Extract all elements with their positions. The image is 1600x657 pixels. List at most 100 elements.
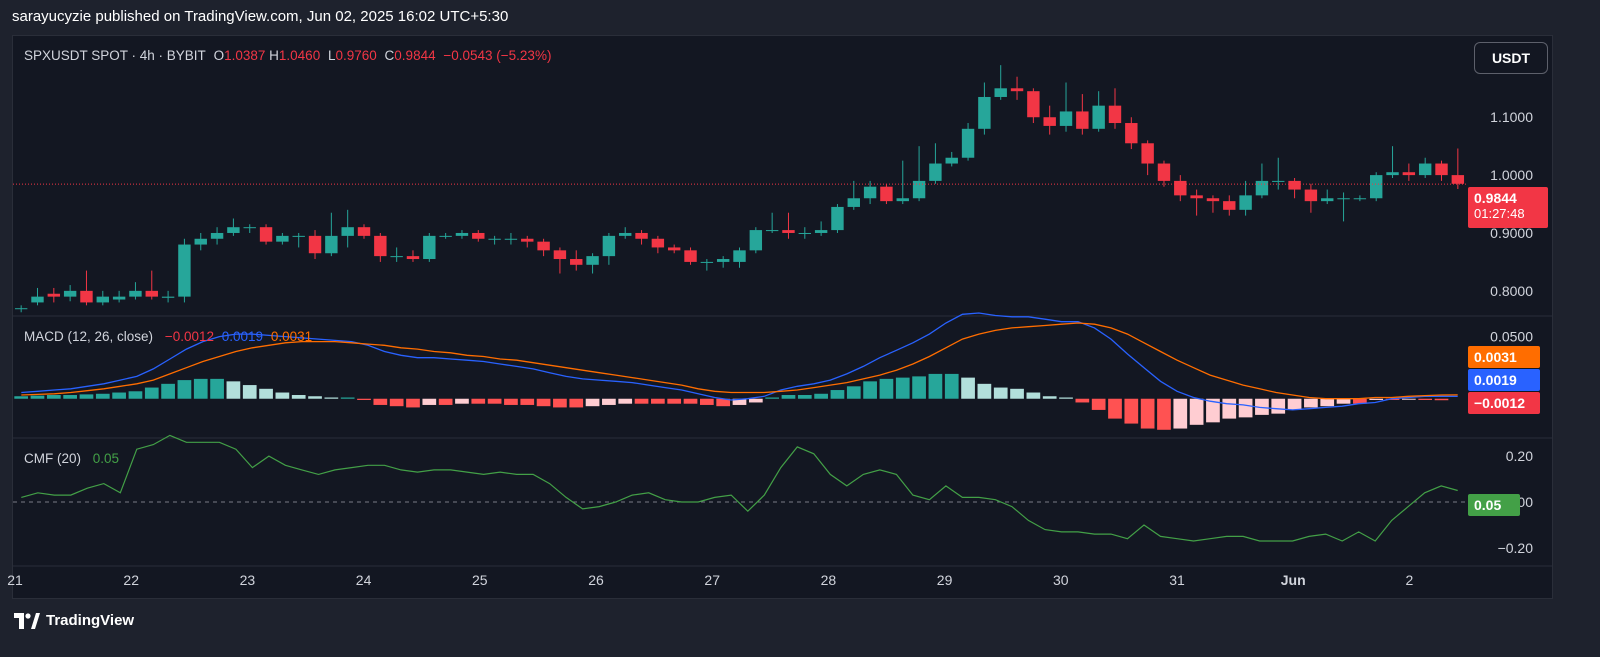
price-axis-tick: 1.1000	[1490, 109, 1533, 125]
candle-body	[31, 296, 44, 303]
candle-body	[194, 238, 207, 245]
macd-histogram-bar	[210, 378, 224, 399]
candle-body	[243, 227, 256, 229]
candle-body	[1108, 105, 1122, 124]
cmf-tag: 0.05	[1468, 494, 1520, 516]
macd-histogram-bar	[1173, 398, 1188, 429]
time-axis-label: 26	[588, 572, 604, 588]
macd-histogram-bar	[128, 391, 143, 399]
currency-button[interactable]: USDT	[1474, 42, 1548, 74]
time-axis-label: 25	[472, 572, 488, 588]
macd-histogram-bar	[585, 398, 600, 407]
candle-body	[945, 157, 958, 164]
macd-histogram-bar	[1369, 398, 1384, 400]
macd-histogram-bar	[1124, 398, 1139, 424]
price-axis-tick: 0.8000	[1490, 283, 1533, 299]
candle-body	[521, 238, 534, 242]
macd-histogram-bar	[1026, 392, 1041, 399]
macd-signal-value: 0.0031	[270, 329, 313, 344]
candle-body	[1386, 172, 1399, 176]
macd-signal-line	[21, 322, 1458, 400]
candle-body	[1402, 172, 1416, 176]
candle-body	[537, 241, 550, 251]
macd-histogram-bar	[193, 378, 208, 399]
macd-histogram-bar	[863, 381, 877, 399]
macd-histogram-bar	[993, 387, 1008, 399]
candle-body	[96, 296, 109, 303]
candle-body	[161, 296, 175, 298]
macd-histogram-bar	[259, 388, 273, 399]
candle-body	[700, 261, 714, 263]
macd-line-value: 0.0019	[221, 329, 264, 344]
high-label: H	[269, 48, 279, 63]
candle-body	[1092, 105, 1105, 129]
candle-body	[912, 180, 926, 199]
candle-body	[63, 290, 77, 297]
macd-histogram-bar	[1304, 398, 1318, 408]
time-axis-label: 31	[1169, 572, 1185, 588]
candle-body	[716, 259, 730, 262]
macd-histogram-bar	[569, 398, 584, 408]
macd-histogram-bar	[536, 398, 551, 407]
time-axis-label: 30	[1053, 572, 1069, 588]
cmf-name[interactable]: CMF (20)	[24, 451, 81, 466]
macd-histogram-bar	[79, 394, 94, 399]
time-axis-label: 23	[240, 572, 256, 588]
macd-histogram-bar	[30, 395, 45, 399]
publisher-line: sarayucyzie published on TradingView.com…	[12, 8, 509, 25]
candle-body	[1255, 180, 1269, 196]
last-price-value: 0.9844	[1474, 190, 1517, 206]
macd-histogram-bar	[732, 398, 747, 405]
candle-body	[80, 290, 93, 303]
candle-body	[602, 235, 616, 257]
candle-body	[553, 250, 567, 260]
candle-body	[684, 250, 697, 262]
candle-body	[1239, 195, 1252, 210]
macd-histogram-bar	[455, 398, 469, 404]
candle-countdown: 01:27:48	[1474, 206, 1525, 221]
time-axis-label: 22	[123, 572, 139, 588]
macd-histogram-bar	[977, 383, 992, 399]
candle-body	[1337, 198, 1350, 200]
candle-body	[880, 186, 893, 202]
candle-body	[341, 227, 354, 236]
macd-histogram-bar	[520, 398, 535, 405]
candle-body	[1451, 175, 1465, 184]
macd-histogram-bar	[895, 377, 910, 399]
cmf-axis-tick: 0.20	[1506, 448, 1533, 464]
time-axis-label: 28	[821, 572, 837, 588]
footer: TradingView	[14, 612, 134, 629]
macd-histogram-bar	[1091, 398, 1106, 410]
macd-histogram-bar	[1075, 398, 1090, 403]
macd-histogram-bar	[504, 398, 518, 405]
candle-body	[1076, 111, 1089, 129]
macd-histogram-bar	[846, 386, 861, 399]
candle-body	[1027, 91, 1040, 118]
symbol-label[interactable]: SPXUSDT SPOT · 4h · BYBIT	[24, 48, 206, 63]
macd-hist-tag: −0.0012	[1468, 392, 1540, 414]
macd-name[interactable]: MACD (12, 26, close)	[24, 329, 154, 344]
macd-histogram-bar	[879, 378, 894, 399]
candle-body	[733, 250, 746, 262]
macd-histogram-bar	[667, 398, 682, 404]
macd-histogram-bar	[1108, 398, 1122, 419]
candle-body	[308, 235, 322, 254]
macd-histogram-bar	[340, 397, 355, 399]
time-axis-label: 2	[1406, 572, 1414, 588]
macd-histogram-bar	[1042, 396, 1057, 399]
macd-histogram-bar	[1271, 398, 1286, 414]
macd-histogram-bar	[1222, 398, 1237, 419]
candle-body	[390, 256, 403, 258]
candle-body	[1141, 143, 1154, 164]
macd-histogram-bar	[634, 398, 649, 404]
footer-brand: TradingView	[46, 612, 135, 629]
candle-body	[488, 238, 501, 240]
candle-body	[276, 235, 289, 242]
macd-histogram-bar	[308, 396, 322, 399]
change-value: −0.0543 (−5.23%)	[443, 48, 552, 63]
candle-body	[961, 128, 975, 158]
cmf-axis-tick: −0.20	[1498, 540, 1534, 556]
macd-histogram-bar	[95, 393, 110, 399]
candle-body	[14, 308, 28, 310]
